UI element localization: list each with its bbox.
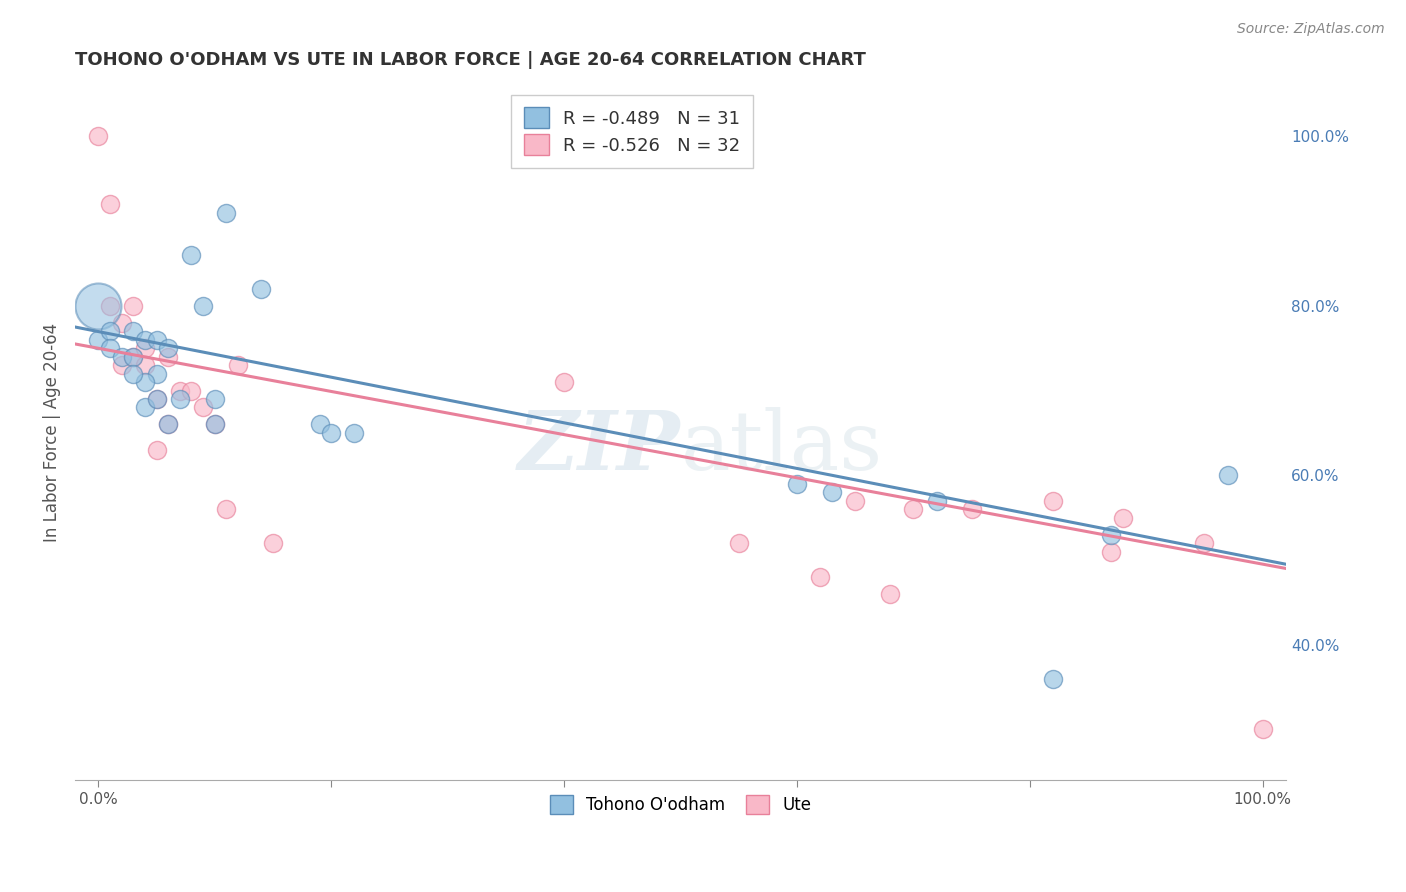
Point [215, 205, 238, 219]
Point [1251, 723, 1274, 737]
Point [786, 476, 808, 491]
Point [308, 417, 330, 432]
Point [157, 341, 180, 355]
Point [122, 350, 145, 364]
Point [215, 502, 238, 516]
Point [98, 197, 121, 211]
Point [204, 417, 226, 432]
Point [145, 392, 167, 406]
Point [343, 425, 366, 440]
Point [110, 350, 132, 364]
Point [191, 299, 214, 313]
Point [122, 350, 145, 364]
Point [250, 282, 273, 296]
Point [145, 442, 167, 457]
Point [1194, 536, 1216, 550]
Point [98, 299, 121, 313]
Point [879, 587, 901, 601]
Point [204, 417, 226, 432]
Point [925, 493, 948, 508]
Point [262, 536, 284, 550]
Point [553, 375, 575, 389]
Point [122, 299, 145, 313]
Point [110, 358, 132, 372]
Point [87, 333, 110, 347]
Point [134, 375, 156, 389]
Point [169, 392, 191, 406]
Point [180, 384, 202, 398]
Point [1042, 493, 1064, 508]
Text: ZIP: ZIP [517, 407, 681, 487]
Point [903, 502, 925, 516]
Point [122, 324, 145, 338]
Point [98, 324, 121, 338]
Point [134, 341, 156, 355]
Point [98, 341, 121, 355]
Point [134, 358, 156, 372]
Point [1112, 510, 1135, 524]
Point [145, 333, 167, 347]
Point [844, 493, 866, 508]
Point [1099, 544, 1122, 558]
Text: TOHONO O'ODHAM VS UTE IN LABOR FORCE | AGE 20-64 CORRELATION CHART: TOHONO O'ODHAM VS UTE IN LABOR FORCE | A… [75, 51, 866, 69]
Point [180, 248, 202, 262]
Point [122, 367, 145, 381]
Point [157, 350, 180, 364]
Text: atlas: atlas [681, 407, 883, 487]
Point [191, 401, 214, 415]
Legend: Tohono O'odham, Ute: Tohono O'odham, Ute [540, 785, 821, 824]
Point [808, 570, 831, 584]
Point [134, 333, 156, 347]
Point [226, 358, 249, 372]
Point [145, 392, 167, 406]
Point [727, 536, 749, 550]
Point [321, 425, 343, 440]
Y-axis label: In Labor Force | Age 20-64: In Labor Force | Age 20-64 [44, 323, 60, 542]
Point [169, 384, 191, 398]
Point [87, 129, 110, 144]
Point [157, 417, 180, 432]
Point [1216, 468, 1239, 483]
Point [87, 299, 110, 313]
Point [110, 316, 132, 330]
Point [157, 417, 180, 432]
Point [134, 401, 156, 415]
Point [145, 367, 167, 381]
Point [1042, 672, 1064, 686]
Point [204, 392, 226, 406]
Point [1099, 527, 1122, 541]
Point [821, 485, 844, 500]
Point [960, 502, 983, 516]
Text: Source: ZipAtlas.com: Source: ZipAtlas.com [1237, 22, 1385, 37]
